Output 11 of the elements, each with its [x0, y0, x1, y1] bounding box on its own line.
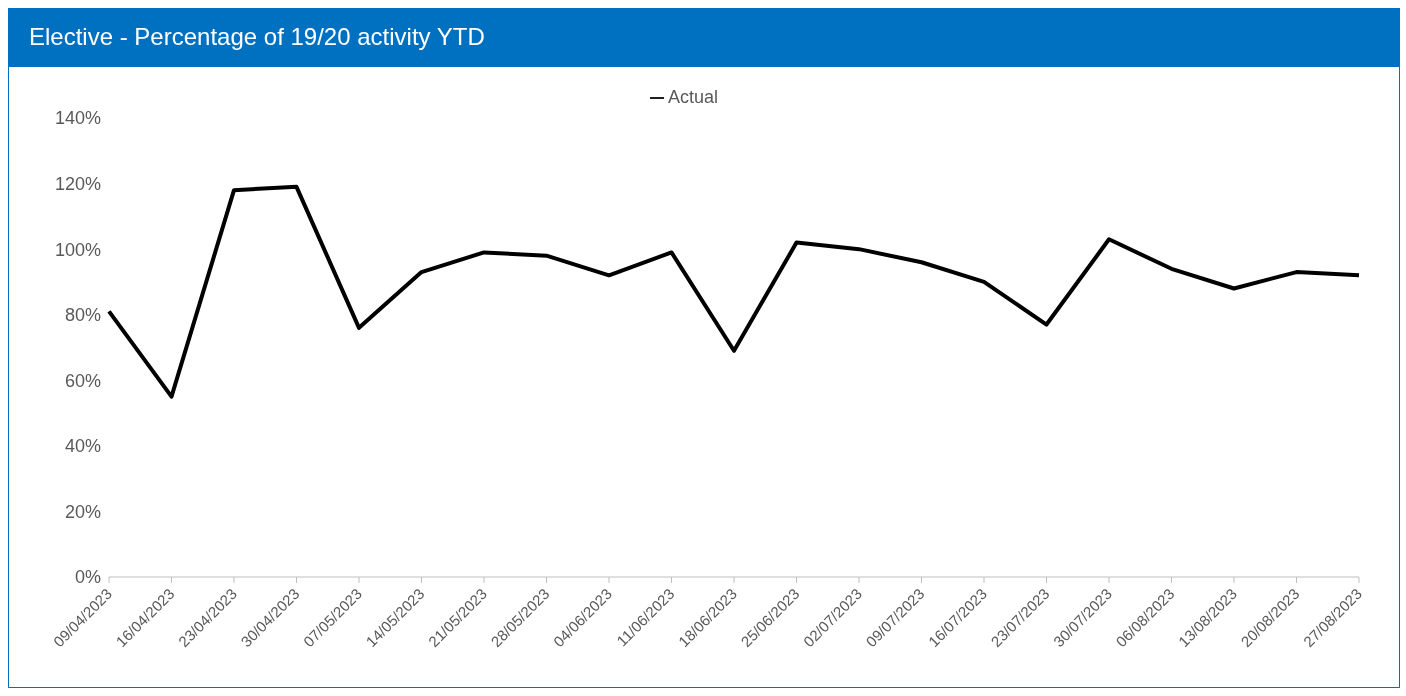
y-tick-label: 0%	[74, 567, 101, 588]
y-tick-label: 80%	[64, 305, 101, 326]
y-tick-label: 20%	[64, 501, 101, 522]
line-series	[107, 184, 1361, 399]
legend-label: Actual	[667, 87, 719, 107]
y-tick-label: 60%	[64, 370, 101, 391]
y-tick-label: 140%	[54, 108, 101, 129]
chart-title: Elective - Percentage of 19/20 activity YTD	[9, 9, 1399, 67]
y-tick-label: 100%	[54, 239, 101, 260]
y-tick-label: 120%	[54, 173, 101, 194]
y-tick-label: 40%	[64, 436, 101, 457]
